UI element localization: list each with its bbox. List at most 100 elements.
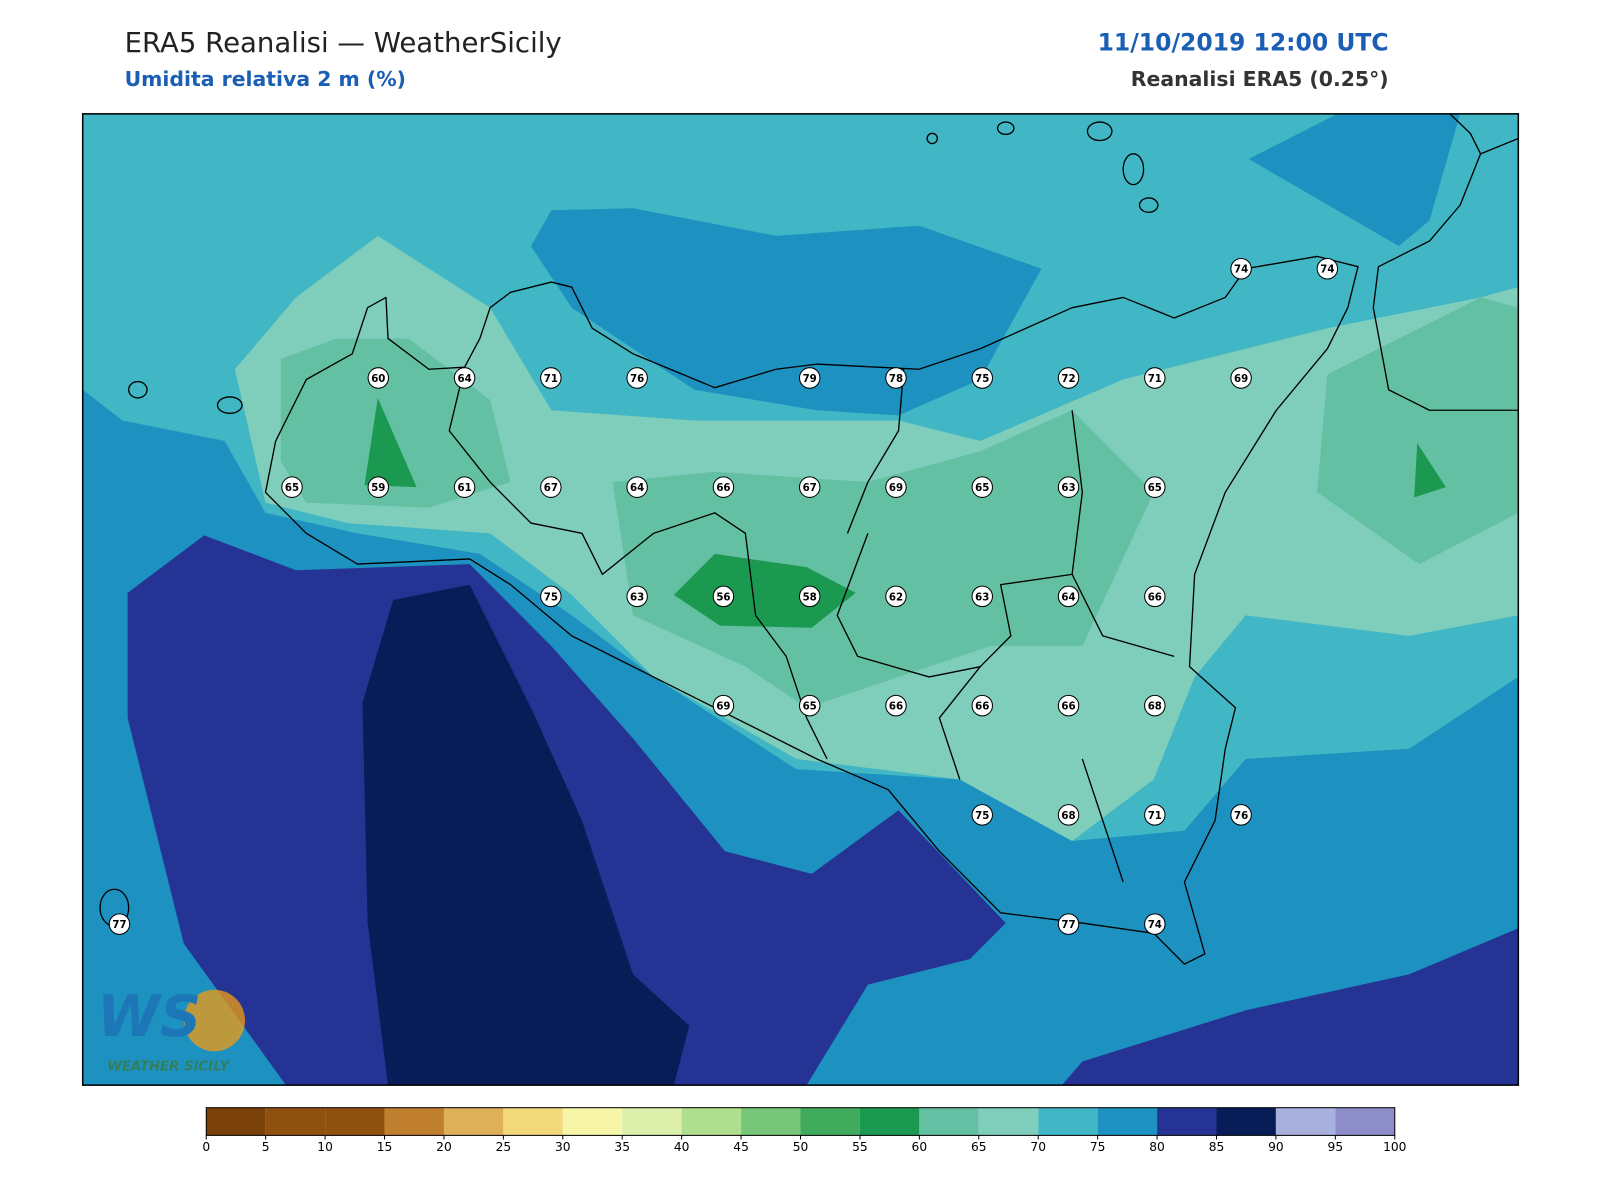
colorbar-tick-label: 95 — [1328, 1140, 1344, 1154]
station-marker — [885, 367, 907, 389]
station-value: 68 — [1148, 702, 1162, 713]
station-marker — [626, 476, 648, 498]
station-marker — [1230, 257, 1252, 280]
station-value: 60 — [371, 374, 385, 385]
logo-text: WEATHER SICILY — [107, 1060, 230, 1075]
station-value: 62 — [889, 592, 903, 603]
station-marker — [453, 476, 476, 498]
colorbar-tick-label: 0 — [202, 1140, 210, 1154]
station-marker — [712, 694, 735, 717]
station-value: 67 — [803, 483, 817, 494]
station-marker — [798, 367, 821, 389]
station-value: 69 — [716, 702, 730, 713]
station-marker — [1316, 257, 1339, 280]
station-value: 65 — [803, 702, 817, 713]
station-marker — [798, 476, 821, 498]
station-value: 69 — [1234, 374, 1248, 385]
colorbar-tick-label: 35 — [614, 1140, 630, 1154]
station-marker — [1057, 804, 1080, 826]
station-marker — [1057, 367, 1080, 389]
colorbar-tick-label: 5 — [262, 1140, 270, 1154]
station-marker — [453, 367, 476, 389]
band-85-90 — [362, 584, 690, 1086]
station-value: 69 — [889, 483, 903, 494]
colorbar-segment — [562, 1107, 623, 1136]
calabria-coastline — [1480, 137, 1519, 155]
colorbar-segment — [1038, 1107, 1098, 1136]
station-value: 58 — [803, 592, 817, 603]
band-80-85 — [1061, 928, 1519, 1086]
station-value: 79 — [803, 374, 817, 385]
station-value: 75 — [975, 811, 989, 822]
datetime: 11/10/2019 12:00 UTC — [1098, 29, 1389, 57]
colorbar-tick-label: 40 — [674, 1140, 690, 1154]
station-value: 74 — [1234, 265, 1248, 276]
station-marker — [1144, 694, 1166, 717]
station-marker — [1144, 367, 1166, 389]
logo-sun — [183, 989, 246, 1052]
colorbar-segment — [206, 1107, 266, 1136]
band-60-65 — [280, 338, 511, 508]
colorbar-tick-label: 15 — [377, 1140, 393, 1154]
station-value: 65 — [1148, 483, 1162, 494]
colorbar-segment — [622, 1107, 682, 1136]
colorbar-tick-label: 85 — [1209, 1140, 1225, 1154]
colorbar-segment — [384, 1107, 444, 1136]
station-value: 66 — [1061, 702, 1075, 713]
colorbar-segment — [859, 1107, 920, 1136]
station-marker — [540, 585, 562, 608]
colorbar-tick-label: 65 — [971, 1140, 987, 1154]
station-marker — [885, 694, 907, 717]
colorbar-segment — [978, 1107, 1039, 1136]
station-value: 77 — [112, 920, 126, 931]
station-value: 66 — [716, 483, 730, 494]
colorbar-segment — [741, 1107, 801, 1136]
colorbar-tick-label: 100 — [1383, 1140, 1406, 1154]
band-60-65 — [1317, 297, 1519, 565]
station-value: 64 — [630, 483, 644, 494]
colorbar-tick-label: 75 — [1090, 1140, 1106, 1154]
station-value: 68 — [1061, 811, 1075, 822]
station-marker — [1144, 913, 1166, 935]
station-marker — [540, 367, 562, 389]
station-marker — [971, 585, 993, 608]
station-value: 66 — [1148, 592, 1162, 603]
colorbar-tick-label: 30 — [555, 1140, 571, 1154]
station-marker — [1230, 804, 1252, 826]
station-marker — [1144, 585, 1166, 608]
station-marker — [885, 585, 907, 608]
station-marker — [540, 476, 562, 498]
sicily-coastline — [264, 255, 1359, 965]
station-marker — [712, 476, 735, 498]
colorbar-segment — [443, 1107, 504, 1136]
station-value: 78 — [889, 374, 903, 385]
map-frame — [81, 113, 1520, 1086]
colorbar-tick-label: 55 — [852, 1140, 868, 1154]
station-marker — [1057, 476, 1080, 498]
band-55-60 — [1414, 443, 1446, 498]
station-value: 67 — [544, 483, 558, 494]
station-value: 61 — [457, 483, 471, 494]
colorbar-tick-label: 45 — [733, 1140, 749, 1154]
station-value: 66 — [889, 702, 903, 713]
colorbar-segment — [1216, 1107, 1276, 1136]
band-55-60 — [364, 397, 417, 488]
station-marker — [1144, 476, 1166, 498]
station-value: 71 — [544, 374, 558, 385]
stations: 74 74 60 64 71 76 79 78 75 72 71 69 65 59 61 67 64 66 67 69… — [108, 257, 1339, 935]
logo: WS WEATHER SICILY — [97, 983, 246, 1075]
station-value: 75 — [975, 374, 989, 385]
colorbar-tick-label: 25 — [496, 1140, 512, 1154]
colorbar-segment — [800, 1107, 860, 1136]
station-value: 56 — [716, 592, 730, 603]
station-marker — [971, 367, 993, 389]
colorbar-segment — [503, 1107, 563, 1136]
station-value: 75 — [544, 592, 558, 603]
colorbar-segment — [1097, 1107, 1158, 1136]
station-marker — [971, 694, 993, 717]
island — [127, 380, 148, 399]
band-75-80 — [530, 208, 1042, 416]
colorbar-segment — [325, 1107, 385, 1136]
colorbar-tick-label: 60 — [912, 1140, 928, 1154]
